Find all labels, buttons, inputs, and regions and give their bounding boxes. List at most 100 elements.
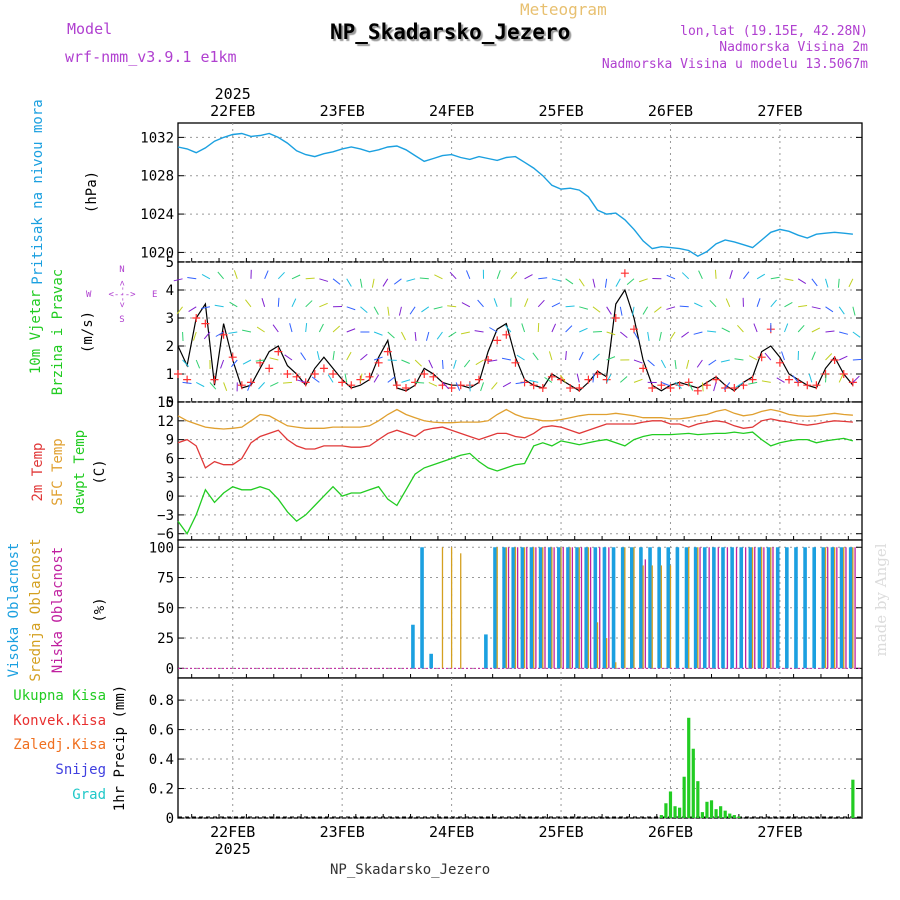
cloud-bar-high xyxy=(848,547,853,669)
wind-direction-arrow xyxy=(707,330,717,333)
bottom-date-label: 22FEB xyxy=(210,823,255,841)
wind-direction-arrow xyxy=(551,278,561,282)
wind-direction-arrow xyxy=(504,324,512,333)
wind-direction-arrow xyxy=(770,299,777,308)
cloud-bar-high xyxy=(593,547,598,669)
y-tick-label: 1020 xyxy=(140,245,174,261)
wind-direction-arrow xyxy=(228,331,238,334)
wind-direction-arrow xyxy=(825,373,827,383)
wind-direction-arrow xyxy=(686,359,690,369)
wind-direction-arrow xyxy=(319,302,328,308)
wind-direction-arrow xyxy=(524,298,529,307)
wind-direction-arrow xyxy=(606,331,616,336)
wind-direction-arrow xyxy=(442,382,450,390)
wind-direction-arrow xyxy=(447,305,457,308)
wind-direction-arrow xyxy=(319,278,329,282)
temp-legend-0: 2m Temp xyxy=(30,442,46,501)
wind-direction-arrow xyxy=(735,381,744,388)
wind-gust-mark xyxy=(748,375,757,384)
wind-direction-arrow xyxy=(797,324,805,333)
wind-gust-mark xyxy=(392,381,401,390)
bottom-date-label: 26FEB xyxy=(648,823,693,841)
wind-gust-mark xyxy=(693,386,702,395)
compass-sep-h: <---> xyxy=(108,290,136,300)
wind-direction-arrow xyxy=(679,305,689,308)
precip-bar xyxy=(719,806,723,818)
wind-direction-arrow xyxy=(753,323,758,333)
cloud-bar-high xyxy=(794,547,798,669)
wind-direction-arrow xyxy=(182,381,192,384)
wind-direction-arrow xyxy=(729,270,733,279)
wind-direction-arrow xyxy=(737,324,744,333)
precip-bar xyxy=(696,781,700,818)
top-date-label: 24FEB xyxy=(429,102,474,120)
wind-direction-arrow xyxy=(406,278,416,282)
wind-direction-arrow xyxy=(510,271,518,280)
wind-direction-arrow xyxy=(516,354,525,361)
y-tick-label: 15 xyxy=(157,395,174,411)
model-elevation-label: Nadmorska Visina u modelu 13.5067m xyxy=(601,57,868,72)
precip-bar xyxy=(673,806,677,818)
y-tick-label: 0 xyxy=(166,811,174,827)
y-tick-label: 1024 xyxy=(140,207,174,223)
wind-direction-arrow xyxy=(400,331,406,341)
precip-bar xyxy=(664,803,668,818)
wind-direction-arrow xyxy=(852,306,856,316)
wind-direction-arrow xyxy=(639,278,648,283)
wind-direction-arrow xyxy=(756,273,766,280)
wind-gust-mark xyxy=(593,370,602,378)
wind-direction-arrow xyxy=(811,327,821,333)
wind-direction-arrow xyxy=(551,302,561,308)
cloud-bar-high xyxy=(657,547,661,669)
wind-gust-mark xyxy=(374,358,383,367)
wind-direction-arrow xyxy=(721,327,730,333)
cloud-bar-high xyxy=(529,547,534,669)
wind-direction-arrow xyxy=(300,352,307,361)
cloud-bar-high xyxy=(511,547,516,669)
wind-direction-arrow xyxy=(318,323,324,333)
wind-direction-arrow xyxy=(398,306,402,316)
y-tick-label: 25 xyxy=(157,631,174,647)
wind-direction-arrow xyxy=(255,359,265,362)
wind-direction-arrow xyxy=(371,278,375,288)
wind-direction-arrow xyxy=(373,374,380,383)
wind-direction-arrow xyxy=(387,306,390,316)
wind-direction-arrow xyxy=(770,276,780,280)
compass-e: E xyxy=(152,290,157,300)
wind-direction-arrow xyxy=(261,298,266,307)
wind-direction-arrow xyxy=(797,278,807,284)
wind-direction-arrow xyxy=(291,274,301,280)
wind-direction-arrow xyxy=(269,357,279,361)
wind-gust-mark xyxy=(201,319,210,328)
wind-direction-arrow xyxy=(463,359,471,368)
wind-direction-arrow xyxy=(620,331,628,339)
precip-bar xyxy=(737,816,741,818)
wind-direction-arrow xyxy=(414,359,422,367)
y-tick-label: 9 xyxy=(166,433,174,449)
wind-direction-arrow xyxy=(359,278,363,288)
precip-bar xyxy=(728,813,732,818)
y-tick-label: 3 xyxy=(166,470,174,486)
wind-direction-arrow xyxy=(214,304,224,308)
top-date-label: 27FEB xyxy=(757,102,802,120)
panel-frame xyxy=(177,539,863,679)
wind-gust-mark xyxy=(329,370,338,378)
wind-direction-arrow xyxy=(529,379,539,383)
credit-watermark: made by Angel xyxy=(872,543,890,656)
wind-direction-arrow xyxy=(776,377,785,383)
wind-direction-arrow xyxy=(852,358,862,361)
wind-direction-arrow xyxy=(332,351,335,361)
wind-direction-arrow xyxy=(316,351,320,361)
cloud-bar-high xyxy=(730,547,734,669)
precip-bar xyxy=(687,717,691,818)
wind-direction-arrow xyxy=(461,302,471,308)
wind-gust-mark xyxy=(666,384,675,392)
precip-legend-3: Snijeg xyxy=(55,762,106,778)
wind-direction-arrow xyxy=(633,359,643,364)
wind-direction-arrow xyxy=(681,331,690,338)
wind-gust-mark xyxy=(757,353,766,362)
compass-n: N xyxy=(119,265,124,275)
wind-gust-mark xyxy=(383,347,392,356)
wind-direction-arrow xyxy=(578,278,585,287)
wind-direction-arrow xyxy=(658,331,662,341)
